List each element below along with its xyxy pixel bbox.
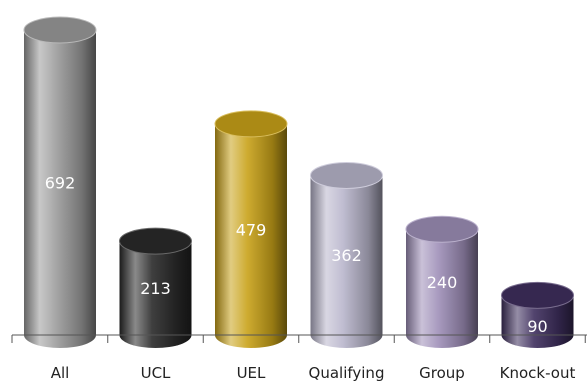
category-label: All [51, 364, 70, 382]
bar-top [214, 110, 288, 138]
bar-top [23, 16, 97, 44]
bar-body [215, 123, 287, 348]
x-axis [11, 334, 587, 343]
category-label: Qualifying [309, 364, 385, 382]
bar-body [119, 241, 192, 348]
category-label: UEL [237, 364, 266, 382]
bar-uel [214, 110, 288, 348]
value-label: 240 [427, 273, 458, 292]
bar-body [24, 30, 96, 348]
bar-body [406, 229, 478, 348]
value-label: 692 [45, 174, 76, 193]
bars-group: 692 213 479 362 240 90 [23, 16, 574, 348]
bar-top [405, 215, 479, 243]
bar-top [119, 227, 192, 255]
bar-all [23, 16, 97, 348]
bar-knock-out [501, 281, 574, 348]
bar-ucl [119, 227, 192, 348]
bar-top [310, 161, 383, 189]
bar-group [405, 215, 479, 348]
value-label: 213 [140, 279, 171, 298]
bar-top [501, 281, 574, 309]
bar-body [310, 175, 383, 348]
bar-qualifying [310, 161, 383, 348]
category-label: Group [419, 364, 465, 382]
category-labels: All UCL UEL Qualifying Group Knock-out [51, 364, 576, 382]
value-label: 479 [236, 220, 267, 239]
value-label: 362 [331, 246, 362, 265]
category-label: Knock-out [500, 364, 576, 382]
category-label: UCL [141, 364, 171, 382]
value-label: 90 [527, 317, 547, 336]
